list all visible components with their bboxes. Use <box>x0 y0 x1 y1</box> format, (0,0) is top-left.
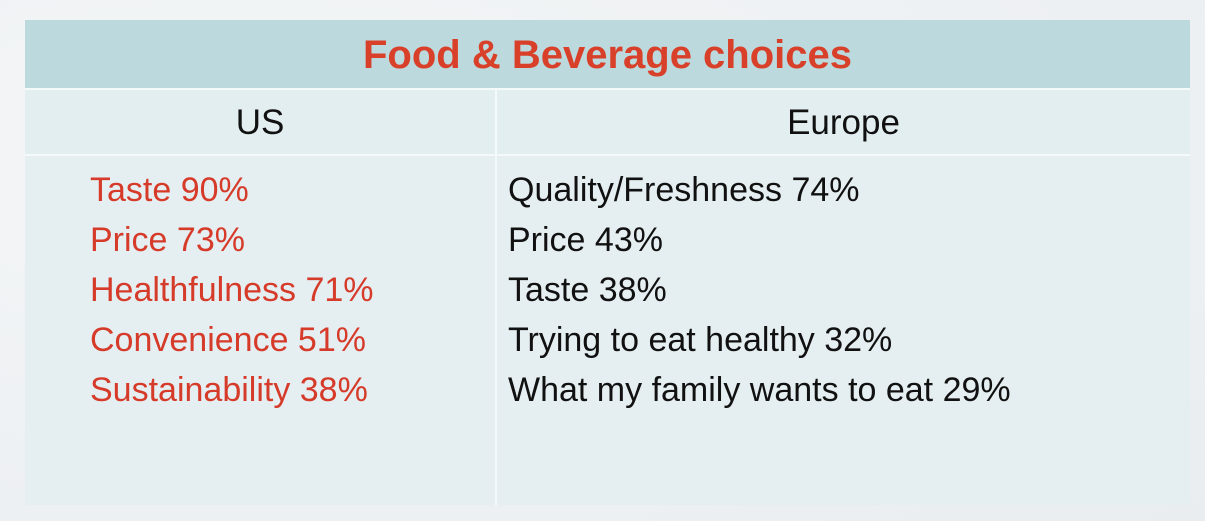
table-cell: Convenience 51% <box>90 321 366 359</box>
table: Food & Beverage choices US Europe Taste … <box>25 20 1190 505</box>
table-cell: What my family wants to eat 29% <box>508 371 1011 409</box>
column-header: Europe <box>497 90 1190 156</box>
table-cell: Taste 90% <box>90 171 249 209</box>
table-cell: Trying to eat healthy 32% <box>508 321 893 359</box>
table-cell: Healthfulness 71% <box>90 271 374 309</box>
column-divider <box>495 90 497 505</box>
table-title: Food & Beverage choices <box>25 20 1190 90</box>
table-cell: Taste 38% <box>508 271 667 309</box>
column-header: US <box>25 90 495 156</box>
table-cell: Price 43% <box>508 221 663 259</box>
table-cell: Sustainability 38% <box>90 371 368 409</box>
table-cell: Quality/Freshness 74% <box>508 171 860 209</box>
table-cell: Price 73% <box>90 221 245 259</box>
